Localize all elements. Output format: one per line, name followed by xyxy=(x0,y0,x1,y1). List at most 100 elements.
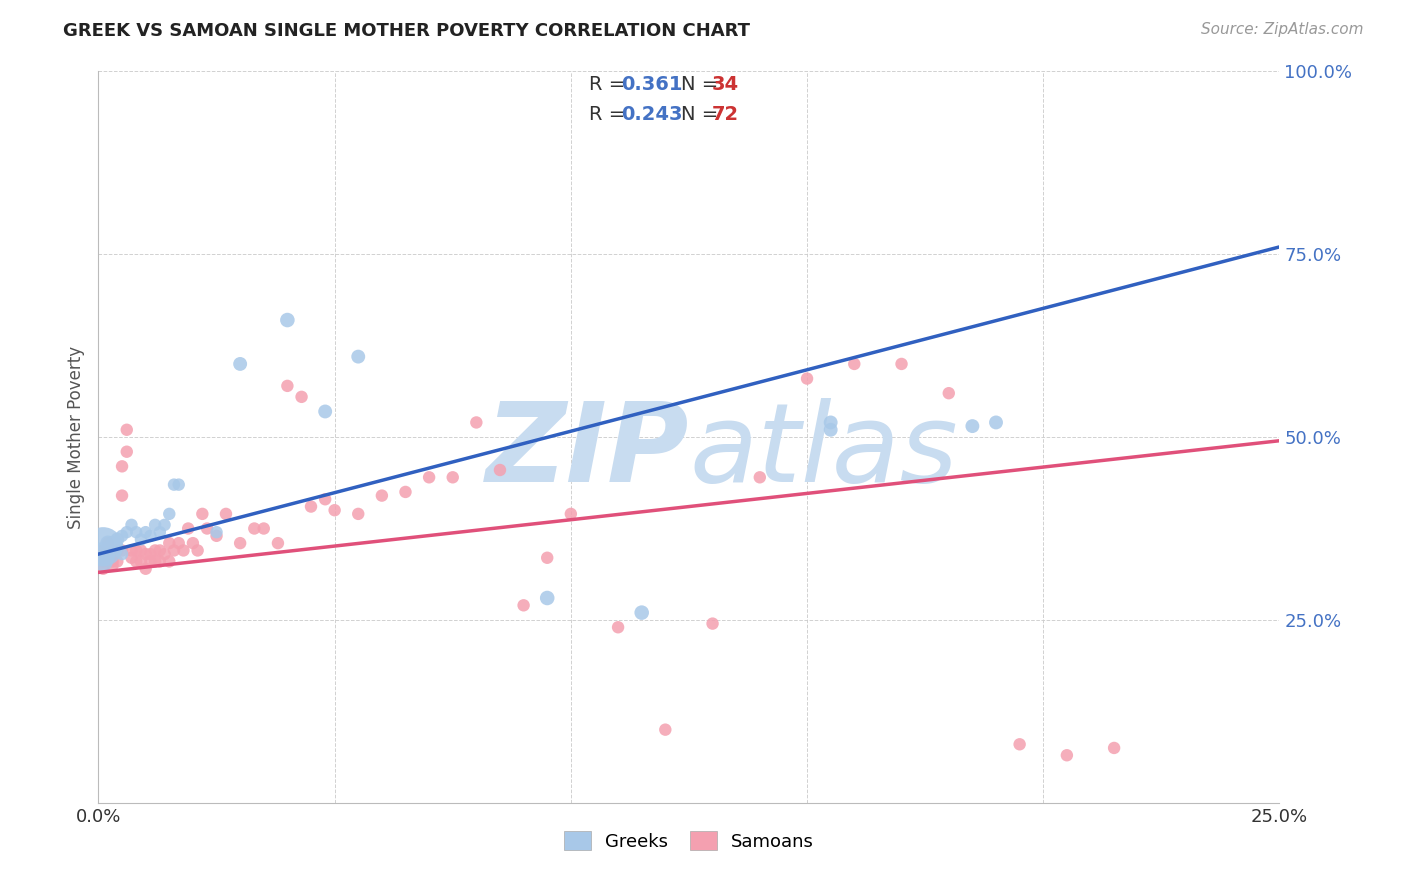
Point xyxy=(844,357,866,371)
Point xyxy=(984,416,1007,430)
Text: GREEK VS SAMOAN SINGLE MOTHER POVERTY CORRELATION CHART: GREEK VS SAMOAN SINGLE MOTHER POVERTY CO… xyxy=(63,22,751,40)
Point xyxy=(111,529,134,543)
Point xyxy=(101,547,124,561)
Point xyxy=(153,547,176,561)
Point xyxy=(91,562,114,576)
Point xyxy=(796,371,818,385)
Point xyxy=(172,543,194,558)
Point xyxy=(111,547,134,561)
Point xyxy=(394,485,416,500)
Point xyxy=(938,386,960,401)
Point xyxy=(91,543,114,558)
Text: atlas: atlas xyxy=(689,398,957,505)
Point xyxy=(139,529,162,543)
Point xyxy=(536,591,558,605)
Point xyxy=(347,350,370,364)
Text: 34: 34 xyxy=(711,75,738,95)
Point xyxy=(229,357,252,371)
Point xyxy=(1056,748,1078,763)
Point xyxy=(191,507,214,521)
Point xyxy=(115,423,138,437)
Point xyxy=(115,525,138,540)
Point xyxy=(97,536,120,550)
Point xyxy=(371,489,394,503)
Point xyxy=(125,525,148,540)
Point xyxy=(290,390,312,404)
Point xyxy=(129,533,152,547)
Point xyxy=(97,536,120,550)
Point xyxy=(1008,737,1031,751)
Point xyxy=(560,507,582,521)
Point xyxy=(1102,740,1125,755)
Point xyxy=(157,554,180,568)
Point xyxy=(607,620,630,634)
Point xyxy=(101,558,124,573)
Point xyxy=(890,357,912,371)
Point xyxy=(187,543,209,558)
Point xyxy=(111,459,134,474)
Point xyxy=(654,723,676,737)
Point xyxy=(243,521,266,535)
Point xyxy=(149,525,172,540)
Point xyxy=(143,543,166,558)
Point xyxy=(820,416,842,430)
Text: R =: R = xyxy=(589,75,631,95)
Point xyxy=(91,547,114,561)
Point xyxy=(105,540,128,554)
Point xyxy=(101,554,124,568)
Point xyxy=(115,444,138,458)
Point xyxy=(489,463,512,477)
Point xyxy=(105,554,128,568)
Text: ZIP: ZIP xyxy=(485,398,689,505)
Point xyxy=(512,599,534,613)
Point xyxy=(167,477,190,491)
Point xyxy=(129,543,152,558)
Point xyxy=(630,606,652,620)
Point xyxy=(91,554,114,568)
Point xyxy=(143,517,166,532)
Point xyxy=(418,470,440,484)
Point xyxy=(101,536,124,550)
Point xyxy=(157,507,180,521)
Point xyxy=(229,536,252,550)
Point xyxy=(121,517,143,532)
Point xyxy=(253,521,276,535)
Point xyxy=(149,554,172,568)
Point xyxy=(149,543,172,558)
Point xyxy=(139,547,162,561)
Point xyxy=(91,554,114,568)
Text: 72: 72 xyxy=(711,104,738,124)
Point xyxy=(121,550,143,565)
Point xyxy=(205,525,228,540)
Point xyxy=(97,543,120,558)
Point xyxy=(347,507,370,521)
Point xyxy=(267,536,290,550)
Point xyxy=(323,503,346,517)
Point xyxy=(125,554,148,568)
Point xyxy=(135,547,157,561)
Point xyxy=(143,554,166,568)
Point xyxy=(181,536,204,550)
Point xyxy=(177,521,200,535)
Point xyxy=(167,536,190,550)
Point xyxy=(105,533,128,547)
Point xyxy=(105,543,128,558)
Point xyxy=(205,529,228,543)
Text: N =: N = xyxy=(681,75,724,95)
Legend: Greeks, Samoans: Greeks, Samoans xyxy=(554,822,824,860)
Point xyxy=(135,525,157,540)
Point xyxy=(962,419,984,434)
Point xyxy=(163,543,186,558)
Point xyxy=(702,616,724,631)
Point xyxy=(276,313,298,327)
Point xyxy=(536,550,558,565)
Point xyxy=(820,423,842,437)
Text: N =: N = xyxy=(681,104,724,124)
Text: 0.361: 0.361 xyxy=(621,75,683,95)
Point xyxy=(215,507,238,521)
Point xyxy=(276,379,298,393)
Point xyxy=(139,554,162,568)
Point xyxy=(195,521,218,535)
Point xyxy=(97,550,120,565)
Point xyxy=(125,543,148,558)
